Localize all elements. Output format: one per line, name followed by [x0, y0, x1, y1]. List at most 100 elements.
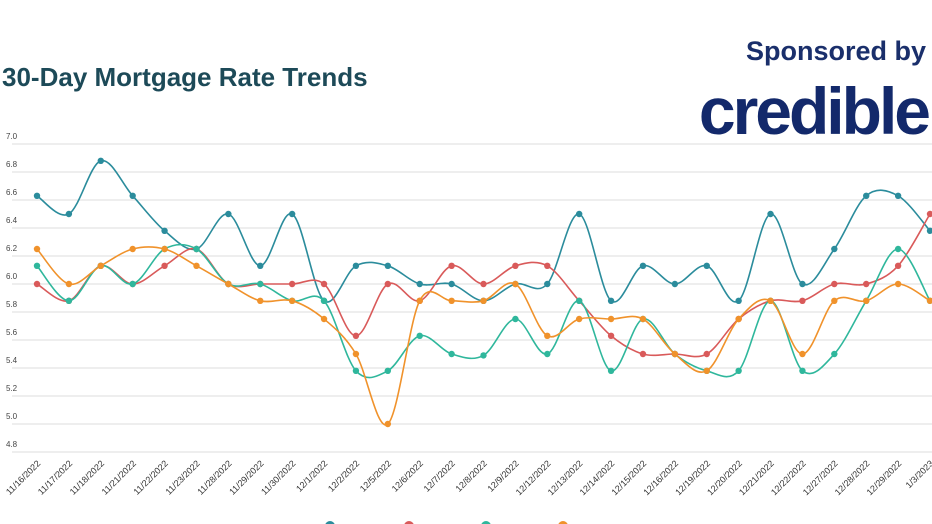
data-point	[33, 192, 41, 199]
data-point	[161, 227, 168, 234]
data-point	[448, 280, 455, 288]
data-point	[926, 210, 932, 218]
data-point	[416, 280, 423, 288]
data-point	[799, 350, 806, 358]
legend-dot	[558, 521, 568, 524]
data-point	[894, 280, 902, 288]
data-point	[65, 280, 73, 288]
data-point	[767, 297, 774, 304]
data-point	[129, 245, 136, 253]
legend-dot	[481, 521, 491, 524]
data-point	[193, 245, 200, 253]
x-tick-label: 12/7/2022	[422, 458, 457, 493]
data-point	[703, 262, 710, 269]
data-point	[384, 280, 392, 288]
data-point	[575, 210, 583, 218]
data-point	[416, 332, 423, 339]
data-point	[639, 350, 647, 358]
data-point	[257, 297, 264, 304]
data-point	[575, 315, 583, 323]
data-point	[161, 245, 168, 253]
y-tick-label: 6.2	[6, 244, 18, 253]
sponsor-text: Sponsored by	[746, 36, 926, 66]
data-point	[607, 297, 615, 304]
data-point	[320, 315, 328, 323]
x-tick-label: 12/29/2022	[865, 458, 904, 497]
data-point	[512, 280, 519, 288]
data-point	[639, 315, 647, 323]
data-point	[671, 350, 679, 358]
data-point	[257, 280, 264, 288]
data-point	[703, 367, 710, 374]
sponsor-logo: credible	[699, 74, 929, 148]
data-point	[384, 367, 392, 374]
data-point	[480, 297, 487, 304]
chart-title: 30-Day Mortgage Rate Trends	[2, 62, 368, 92]
data-point	[863, 280, 870, 288]
legend-markers	[325, 521, 568, 524]
data-point	[320, 297, 328, 304]
y-tick-label: 5.4	[6, 356, 18, 365]
data-point	[352, 350, 360, 358]
data-point	[448, 297, 455, 304]
y-tick-label: 6.4	[6, 216, 18, 225]
data-point	[33, 262, 41, 269]
x-tick-label: 11/30/2022	[259, 458, 297, 496]
data-point	[544, 350, 551, 358]
data-point	[161, 262, 168, 269]
data-point	[863, 192, 870, 199]
x-tick-label: 12/1/2022	[294, 458, 329, 493]
data-point	[544, 280, 551, 288]
data-point	[225, 210, 232, 218]
data-point	[831, 280, 838, 288]
data-point	[288, 280, 296, 288]
data-point	[480, 352, 487, 359]
legend-dot	[404, 521, 414, 524]
x-tick-label: 12/5/2022	[358, 458, 393, 493]
data-point	[320, 280, 328, 288]
data-point	[544, 332, 551, 339]
data-point	[65, 210, 73, 218]
data-point	[544, 262, 551, 269]
data-point	[831, 350, 838, 358]
y-tick-label: 5.2	[6, 384, 18, 393]
data-point	[257, 262, 264, 269]
y-tick-label: 6.8	[6, 160, 18, 169]
data-point	[352, 262, 360, 269]
data-point	[735, 367, 742, 374]
x-tick-label: 1/3/2023	[904, 458, 932, 490]
data-point	[288, 297, 296, 304]
data-point	[607, 315, 615, 323]
x-tick-label: 12/2/2022	[326, 458, 361, 493]
data-point	[863, 297, 870, 304]
data-point	[97, 262, 104, 269]
y-tick-label: 5.0	[6, 412, 18, 421]
data-point	[767, 210, 774, 218]
data-point	[448, 262, 455, 269]
data-point	[639, 262, 647, 269]
x-tick-label: 12/6/2022	[390, 458, 425, 493]
data-point	[894, 192, 902, 199]
data-point	[831, 245, 838, 253]
data-point	[225, 280, 232, 288]
data-point	[416, 297, 423, 304]
data-point	[129, 192, 136, 199]
data-point	[894, 262, 902, 269]
y-tick-label: 6.0	[6, 272, 18, 281]
data-point	[512, 315, 519, 323]
data-point	[671, 280, 679, 288]
data-point	[575, 297, 583, 304]
data-point	[352, 367, 360, 374]
y-tick-label: 5.8	[6, 300, 18, 309]
data-point	[384, 262, 392, 269]
data-point	[831, 297, 838, 304]
legend-dot	[325, 521, 335, 524]
data-point	[448, 350, 455, 358]
data-point	[799, 297, 806, 304]
data-point	[799, 367, 806, 374]
data-point	[480, 280, 487, 288]
data-point	[926, 297, 932, 304]
data-point	[607, 332, 615, 339]
x-tick-label: 12/8/2022	[454, 458, 489, 493]
